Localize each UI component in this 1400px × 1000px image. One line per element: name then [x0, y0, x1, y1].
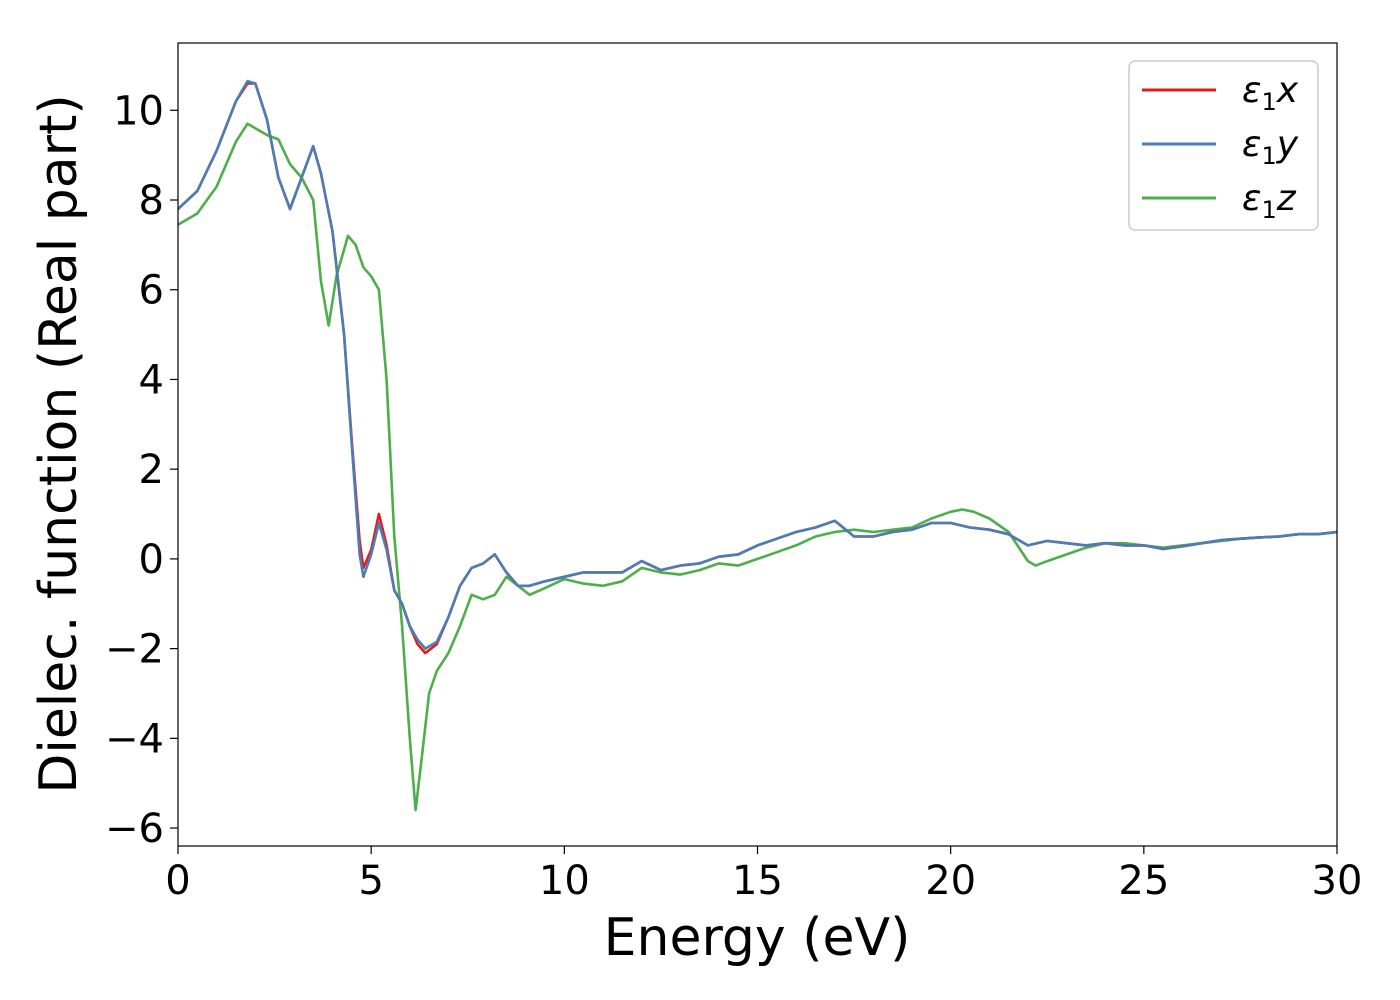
legend-label-y: ε1y: [1242, 124, 1299, 170]
x-tick-label: 5: [358, 858, 383, 904]
x-tick-label: 0: [165, 858, 190, 904]
legend-box: [1128, 60, 1319, 231]
legend: ε1x ε1y ε1z: [1128, 60, 1319, 231]
legend-label-x: ε1x: [1242, 70, 1299, 116]
y-tick-label: 6: [139, 268, 164, 314]
y-tick-label: −2: [105, 627, 164, 673]
x-tick-label: 20: [925, 858, 976, 904]
x-axis-title: Energy (eV): [604, 908, 911, 968]
series-line-y: [178, 79, 1337, 650]
y-tick-label: 4: [139, 357, 164, 403]
y-tick-label: 2: [139, 447, 164, 493]
y-tick-label: 8: [139, 178, 164, 224]
y-tick-label: −6: [105, 806, 164, 852]
x-tick-label: 10: [539, 858, 590, 904]
x-axis: 0 5 10 15 20 25 30: [165, 846, 1362, 904]
x-tick-label: 30: [1312, 858, 1363, 904]
y-tick-label: 10: [113, 88, 164, 134]
legend-label-z: ε1z: [1242, 178, 1297, 224]
y-tick-label: 0: [139, 537, 164, 583]
series-layer: [178, 79, 1337, 812]
x-tick-label: 25: [1118, 858, 1169, 904]
y-tick-label: −4: [105, 716, 164, 762]
x-tick-label: 15: [732, 858, 783, 904]
y-axis: −6 −4 −2 0 2 4 6 8 10: [105, 88, 178, 852]
y-axis-title: Dielec. function (Real part): [29, 94, 89, 793]
